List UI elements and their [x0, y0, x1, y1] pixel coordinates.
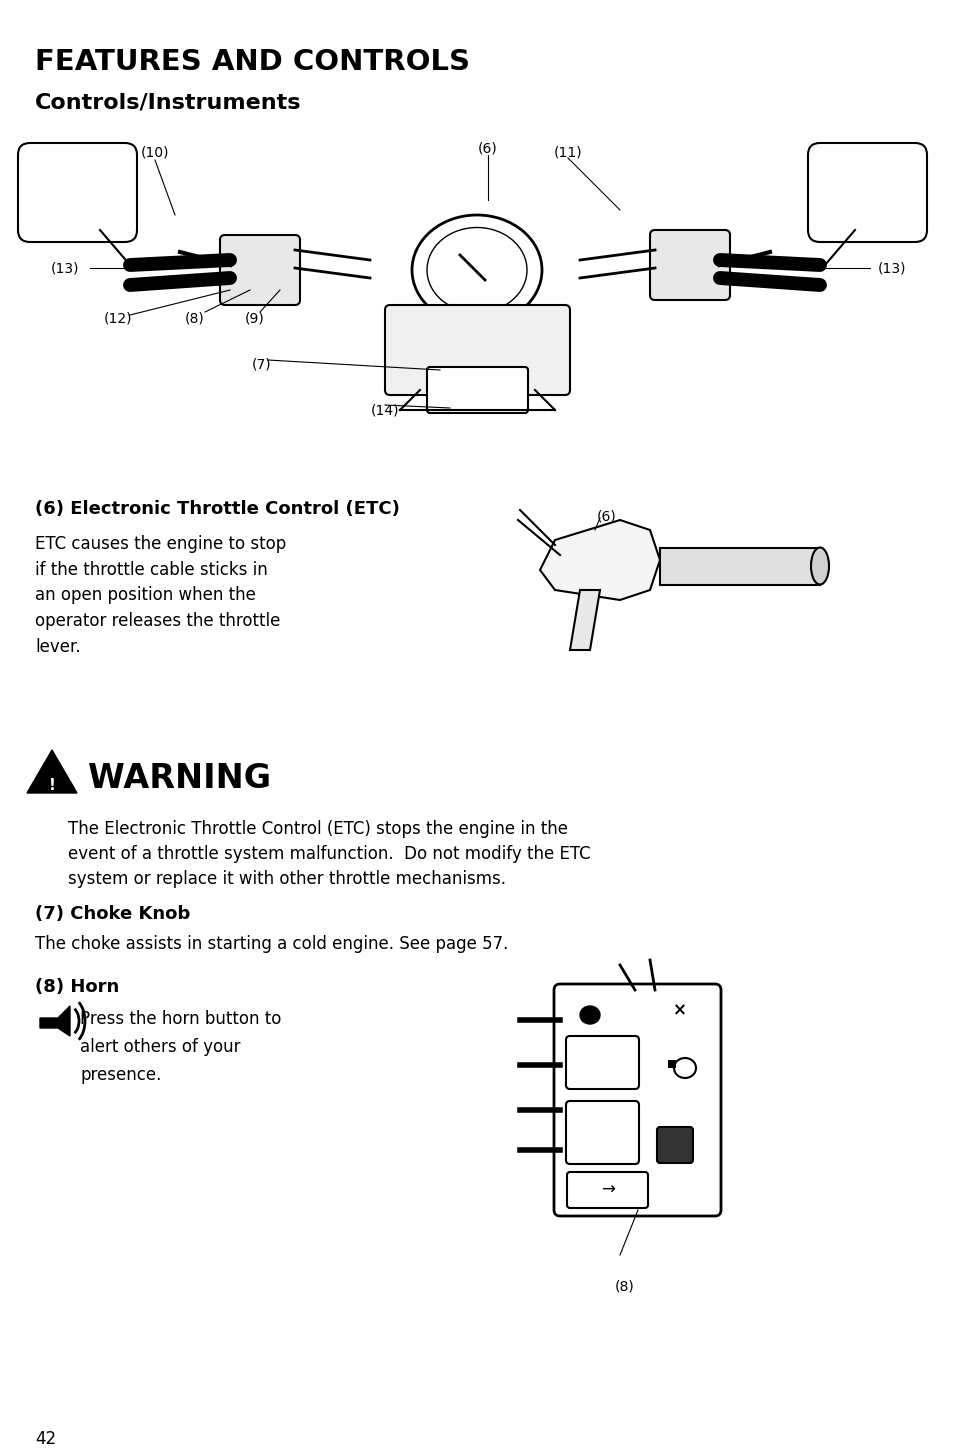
Text: The choke assists in starting a cold engine. See page 57.: The choke assists in starting a cold eng… [35, 935, 508, 952]
Text: (13): (13) [51, 262, 79, 275]
Text: (10): (10) [141, 145, 169, 158]
Text: (13): (13) [877, 262, 905, 275]
FancyBboxPatch shape [385, 305, 569, 395]
FancyBboxPatch shape [220, 236, 299, 305]
Text: (7): (7) [252, 358, 272, 372]
Text: (6): (6) [597, 510, 616, 523]
Text: (14): (14) [371, 403, 399, 417]
Text: WARNING: WARNING [88, 762, 271, 795]
Text: FEATURES AND CONTROLS: FEATURES AND CONTROLS [35, 48, 470, 76]
Text: (7) Choke Knob: (7) Choke Knob [35, 904, 190, 923]
Polygon shape [659, 548, 820, 585]
Ellipse shape [585, 1106, 603, 1122]
Text: (8): (8) [185, 311, 205, 326]
FancyBboxPatch shape [565, 1101, 639, 1165]
Text: (11): (11) [553, 145, 581, 158]
Text: Press the horn button to
alert others of your
presence.: Press the horn button to alert others of… [80, 1011, 281, 1083]
Polygon shape [27, 750, 77, 792]
Text: (6) Electronic Throttle Control (ETC): (6) Electronic Throttle Control (ETC) [35, 500, 399, 518]
Polygon shape [40, 1006, 70, 1037]
FancyBboxPatch shape [649, 230, 729, 300]
Polygon shape [539, 521, 659, 601]
FancyBboxPatch shape [657, 1127, 692, 1163]
Ellipse shape [810, 548, 828, 585]
Text: (8) Horn: (8) Horn [35, 979, 119, 996]
Text: (6): (6) [477, 141, 497, 156]
Text: →: → [600, 1181, 615, 1200]
Text: The Electronic Throttle Control (ETC) stops the engine in the
event of a throttl: The Electronic Throttle Control (ETC) st… [68, 820, 590, 888]
FancyBboxPatch shape [667, 1060, 676, 1069]
FancyBboxPatch shape [554, 984, 720, 1216]
Ellipse shape [579, 1006, 599, 1024]
FancyBboxPatch shape [427, 366, 527, 413]
Polygon shape [569, 590, 599, 650]
Text: (8): (8) [615, 1280, 634, 1294]
Text: Controls/Instruments: Controls/Instruments [35, 93, 301, 113]
FancyBboxPatch shape [566, 1172, 647, 1208]
Text: (9): (9) [245, 311, 265, 326]
FancyBboxPatch shape [565, 1037, 639, 1089]
Text: (12): (12) [104, 311, 132, 326]
Text: !: ! [49, 778, 55, 792]
Text: ×: × [673, 1000, 686, 1019]
Text: 42: 42 [35, 1429, 56, 1448]
Text: ETC causes the engine to stop
if the throttle cable sticks in
an open position w: ETC causes the engine to stop if the thr… [35, 535, 286, 656]
